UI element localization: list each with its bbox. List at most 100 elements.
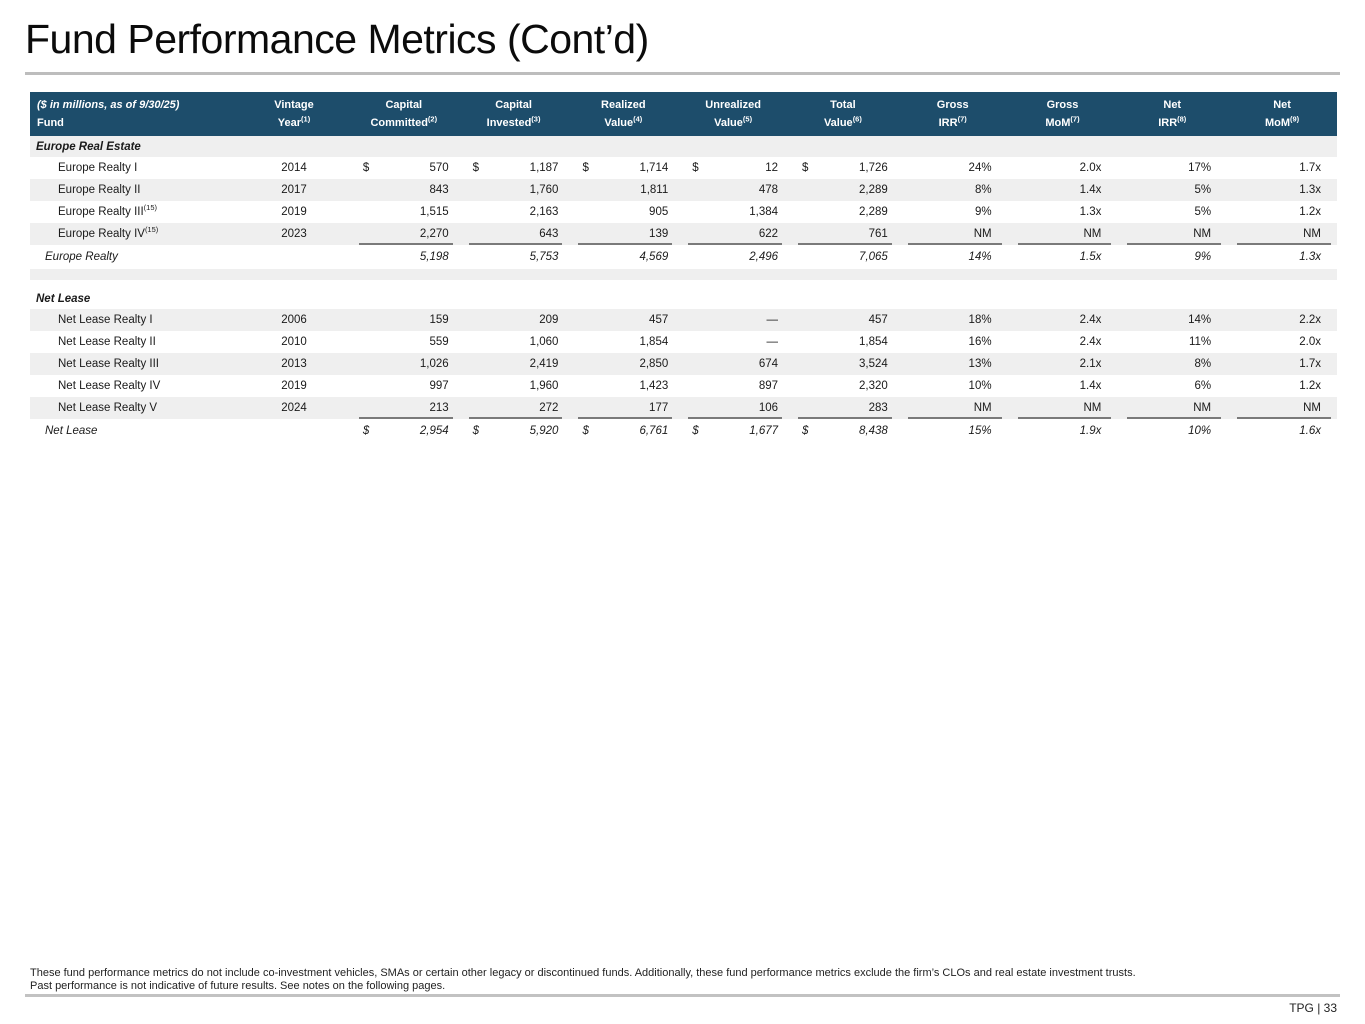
cell-money-4: 457	[868, 314, 888, 326]
section-header-row: Net Lease	[30, 288, 1337, 309]
cell-money-4: 761	[788, 223, 898, 245]
cell-metric-1: NM	[1008, 397, 1118, 419]
cell-metric-0: 18%	[968, 314, 992, 326]
cell-metric-1: 2.4x	[1079, 314, 1102, 326]
cell-money-4: 3,524	[859, 358, 888, 370]
cell-money-2: 177	[568, 397, 678, 419]
cell-money-1: 209	[539, 314, 559, 326]
cell-metric-2: 10%	[1188, 425, 1212, 437]
fund-performance-table-wrap: ($ in millions, as of 9/30/25) Fund Vintag…	[30, 92, 1337, 443]
section-spacer-row	[30, 269, 1337, 280]
section-header-row: Europe Real Estate	[30, 136, 1337, 157]
cell-money-0: 5,198	[419, 251, 449, 263]
cell-money-1: 1,760	[529, 184, 559, 196]
cell-metric-3: 1.6x	[1299, 425, 1321, 437]
cell-money-3: 478	[758, 184, 779, 196]
cell-money-2: $1,714	[582, 162, 669, 174]
header-unrealized-value: Unrealized Value(5)	[678, 92, 789, 136]
cell-money-2: 1,854	[639, 336, 669, 348]
title-divider	[25, 72, 1340, 75]
cell-metric-3: 1.3x	[1299, 184, 1321, 196]
table-row: Net Lease Realty I 2006 159 209 457 — 457 18% 2.…	[30, 309, 1337, 331]
cell-fund-name: Net Lease Realty II	[58, 336, 156, 348]
cell-metric-0: NM	[898, 223, 1008, 245]
cell-metric-2: 14%	[1188, 314, 1212, 326]
cell-money-1: $1,187	[472, 162, 559, 174]
cell-metric-2: 5%	[1194, 206, 1212, 218]
header-fund-column: ($ in millions, as of 9/30/25) Fund	[30, 92, 240, 136]
cell-money-4: $1,726	[802, 162, 888, 174]
cell-money-0: 159	[429, 314, 449, 326]
cell-metric-1: 1.9x	[1079, 425, 1102, 437]
cell-metric-2: 6%	[1194, 380, 1212, 392]
cell-fund-name: Net Lease Realty V	[58, 402, 158, 414]
cell-metric-2: NM	[1117, 397, 1227, 419]
cell-fund-name: Europe Realty II	[58, 184, 141, 196]
cell-fund-name: Net Lease Realty I	[58, 314, 153, 326]
cell-total-name: Europe Realty	[45, 251, 118, 263]
fund-performance-table: ($ in millions, as of 9/30/25) Fund Vintag…	[30, 92, 1337, 443]
cell-vintage-year: 2017	[281, 184, 307, 196]
cell-fund-name: Europe Realty I	[58, 162, 138, 174]
cell-total-name: Net Lease	[45, 425, 98, 437]
cell-money-1: 1,960	[529, 380, 559, 392]
header-capital-invested: Capital Invested(3)	[458, 92, 569, 136]
cell-money-1: 272	[459, 397, 569, 419]
section-spacer-row	[30, 280, 1337, 288]
cell-vintage-year: 2024	[281, 402, 307, 414]
cell-metric-2: 9%	[1194, 251, 1212, 263]
cell-money-3: 106	[678, 397, 788, 419]
cell-money-2: 2,850	[639, 358, 669, 370]
cell-metric-1: 2.1x	[1079, 358, 1102, 370]
cell-vintage-year: 2023	[281, 228, 307, 240]
header-vintage-year: Vintage Year(1)	[239, 92, 349, 136]
cell-metric-3: 2.2x	[1299, 314, 1321, 326]
cell-metric-1: 2.0x	[1079, 162, 1102, 174]
cell-vintage-year: 2013	[281, 358, 307, 370]
section-title: Net Lease	[36, 292, 91, 305]
cell-metric-1: 1.3x	[1079, 206, 1102, 218]
cell-metric-2: 17%	[1188, 162, 1212, 174]
cell-metric-1: 1.4x	[1079, 380, 1102, 392]
table-row: Net Lease Realty IV 2019 997 1,960 1,423 897 2…	[30, 375, 1337, 397]
cell-metric-0: 13%	[968, 358, 992, 370]
cell-money-3: 622	[678, 223, 788, 245]
cell-fund-name: Net Lease Realty III	[58, 358, 159, 370]
cell-metric-1: NM	[1008, 223, 1118, 245]
cell-money-3: 1,384	[749, 206, 779, 218]
cell-money-4: 283	[788, 397, 898, 419]
cell-money-2: 905	[649, 206, 669, 218]
table-row: Europe Realty I 2014 $570 $1,187 $1,714 $12 $1…	[30, 157, 1337, 179]
cell-metric-2: 8%	[1194, 358, 1212, 370]
cell-money-2: 457	[649, 314, 669, 326]
table-row: Net Lease Realty V 2024 213 272 177 106 283 NM N…	[30, 397, 1337, 419]
cell-money-1: 643	[459, 223, 569, 245]
cell-metric-2: 5%	[1194, 184, 1212, 196]
cell-money-1: 2,163	[529, 206, 559, 218]
cell-money-3: $1,677	[692, 425, 779, 437]
cell-vintage-year	[239, 419, 349, 443]
header-gross-mom: Gross MoM(7)	[1007, 92, 1118, 136]
cell-money-0: $570	[362, 162, 449, 174]
header-gross-irr: Gross IRR(7)	[897, 92, 1008, 136]
cell-money-1: 1,060	[529, 336, 559, 348]
cell-metric-2: 11%	[1188, 336, 1212, 348]
cell-money-4: 2,289	[859, 184, 888, 196]
cell-money-3: —	[766, 314, 779, 326]
cell-money-0: 843	[429, 184, 449, 196]
cell-metric-0: 8%	[974, 184, 992, 196]
cell-money-0: 559	[429, 336, 449, 348]
cell-metric-3: 1.7x	[1299, 358, 1321, 370]
table-row: Europe Realty IV(15) 2023 2,270 643 139 622 76…	[30, 223, 1337, 245]
cell-money-3: $12	[692, 162, 779, 174]
cell-metric-2: NM	[1117, 223, 1227, 245]
cell-vintage-year: 2010	[281, 336, 307, 348]
cell-money-4: 1,854	[859, 336, 888, 348]
cell-metric-0: 9%	[974, 206, 992, 218]
spacer-cell	[30, 269, 1337, 280]
header-realized-value: Realized Value(4)	[568, 92, 679, 136]
table-header-row: ($ in millions, as of 9/30/25) Fund Vintag…	[30, 92, 1337, 136]
footnote-line-1: These fund performance metrics do not in…	[30, 967, 1136, 979]
cell-money-3: 674	[758, 358, 779, 370]
cell-vintage-year: 2006	[281, 314, 307, 326]
